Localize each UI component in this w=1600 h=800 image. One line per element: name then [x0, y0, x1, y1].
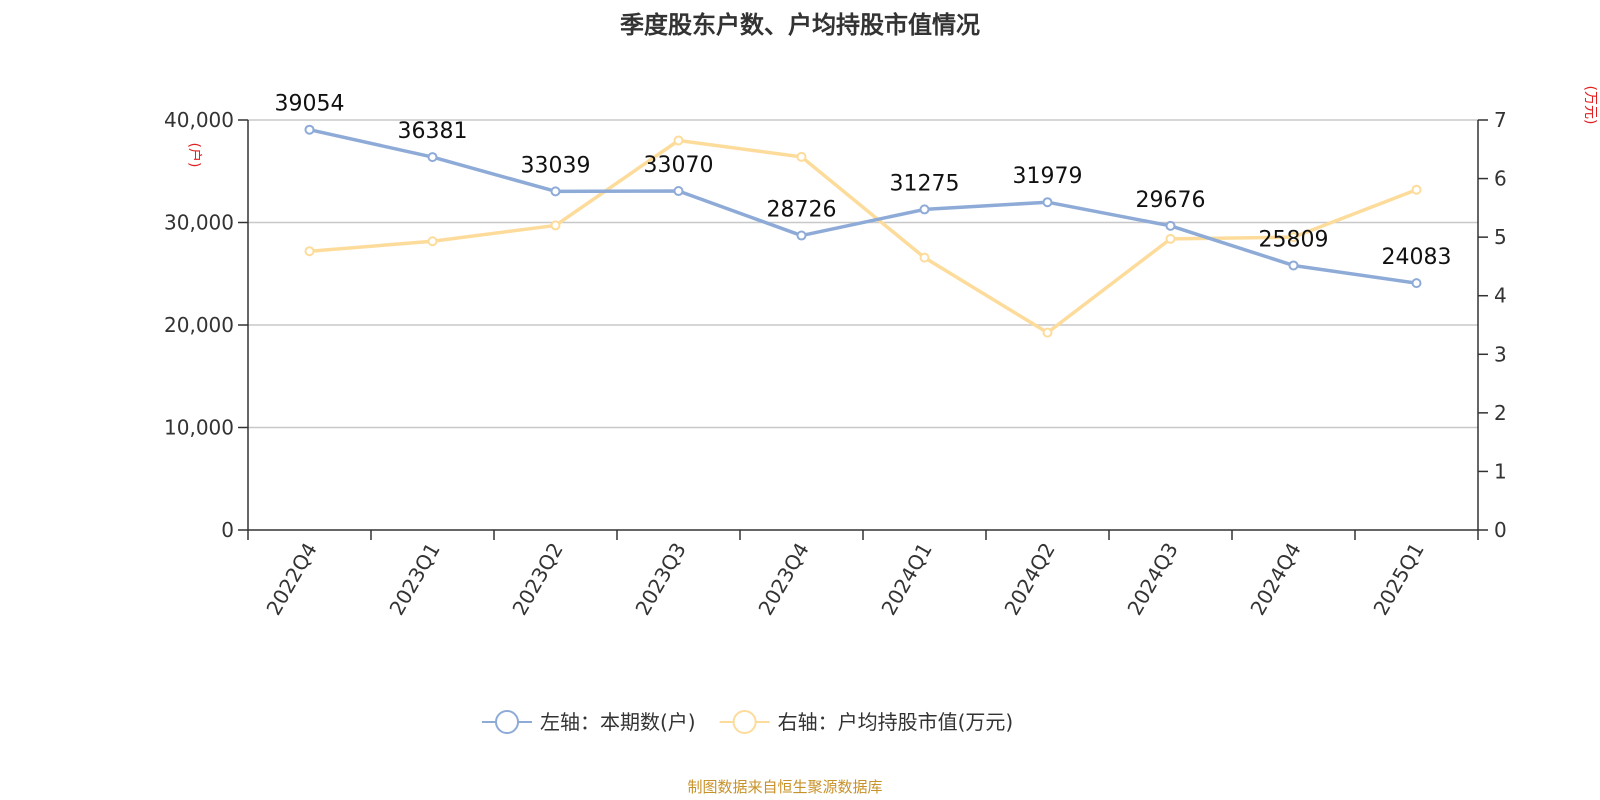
- data-labels: 39054 36381 33039 33070 28726 31275 31979 29676…: [275, 92, 1452, 270]
- legend-circle-icon: [495, 710, 519, 734]
- x-axis-tick-label: 2025Q1: [1368, 539, 1428, 620]
- data-label: 36381: [398, 119, 468, 144]
- data-point: [304, 246, 315, 257]
- legend-circle-icon: [732, 710, 757, 734]
- series-line: [309, 127, 1417, 285]
- data-label: 31979: [1013, 164, 1083, 189]
- x-axis-tick-label: 2023Q3: [630, 539, 690, 620]
- right-axis-unit: (万元): [1582, 86, 1598, 125]
- data-point: [1165, 233, 1176, 244]
- x-axis-tick-label: 2023Q4: [753, 539, 813, 620]
- x-axis-tick-label: 2022Q4: [261, 539, 321, 620]
- data-label: 24083: [1382, 245, 1452, 270]
- right-axis-tick-label: 1: [1494, 459, 1507, 483]
- data-point: [550, 220, 561, 231]
- legend[interactable]: 左轴：本期数(户) 右轴：户均持股市值(万元): [482, 710, 1013, 734]
- data-point: [427, 236, 438, 247]
- axes: 0 10,000 20,000 30,000 40,000 (户) 0 1 2 3 4 5 6 7 (万元)…: [164, 86, 1598, 620]
- legend-item[interactable]: 右轴：户均持股市值(万元): [719, 710, 1014, 734]
- left-axis-unit: (户): [186, 143, 203, 168]
- x-axis-tick-label: 2024Q3: [1122, 539, 1182, 620]
- left-axis-tick-label: 10,000: [164, 416, 234, 440]
- legend-item[interactable]: 左轴：本期数(户): [482, 710, 696, 734]
- left-axis-tick-label: 20,000: [164, 313, 234, 337]
- data-point: [1042, 197, 1053, 208]
- right-axis-tick-label: 2: [1494, 401, 1507, 425]
- legend-label: 左轴：本期数(户): [540, 710, 696, 734]
- data-label: 29676: [1136, 188, 1206, 213]
- data-label: 33070: [644, 153, 714, 178]
- x-axis-tick-label: 2024Q4: [1245, 539, 1305, 620]
- data-point: [673, 186, 684, 197]
- data-point: [1288, 260, 1299, 271]
- right-axis-tick-label: 4: [1494, 284, 1507, 308]
- data-point: [550, 186, 561, 197]
- right-axis-tick-label: 6: [1494, 167, 1507, 191]
- data-point: [796, 151, 807, 162]
- data-point: [796, 230, 807, 241]
- grid: [248, 119, 1478, 429]
- data-point: [1288, 232, 1299, 243]
- left-axis-tick-label: 40,000: [164, 108, 234, 132]
- x-axis-tick-label: 2023Q2: [507, 539, 567, 620]
- series: [304, 124, 1422, 338]
- series-line: [309, 138, 1418, 335]
- data-label: 31275: [890, 171, 960, 196]
- right-axis-tick-label: 3: [1494, 342, 1507, 366]
- right-axis-tick-label: 7: [1494, 108, 1507, 132]
- data-label: 39054: [275, 92, 345, 117]
- data-point: [1165, 220, 1176, 231]
- data-point: [1411, 278, 1422, 289]
- x-axis-tick-label: 2024Q2: [999, 539, 1059, 620]
- data-point: [304, 124, 315, 135]
- data-label: 33039: [521, 153, 591, 178]
- data-point: [673, 135, 684, 146]
- right-axis-tick-label: 0: [1494, 518, 1507, 542]
- source-note: 制图数据来自恒生聚源数据库: [687, 778, 882, 796]
- chart-title: 季度股东户数、户均持股市值情况: [620, 11, 980, 39]
- data-point: [427, 152, 438, 163]
- data-label: 28726: [767, 198, 837, 223]
- left-axis-tick-label: 30,000: [164, 211, 234, 235]
- data-point: [919, 252, 930, 263]
- x-axis-tick-label: 2024Q1: [876, 539, 936, 620]
- data-label: 25809: [1259, 227, 1329, 252]
- legend-label: 右轴：户均持股市值(万元): [778, 710, 1014, 734]
- data-point: [919, 204, 930, 215]
- right-axis-tick-label: 5: [1494, 225, 1507, 249]
- data-point: [1411, 184, 1422, 195]
- left-axis-tick-label: 0: [221, 518, 234, 542]
- data-point: [1042, 327, 1053, 338]
- x-axis-tick-label: 2023Q1: [384, 539, 444, 620]
